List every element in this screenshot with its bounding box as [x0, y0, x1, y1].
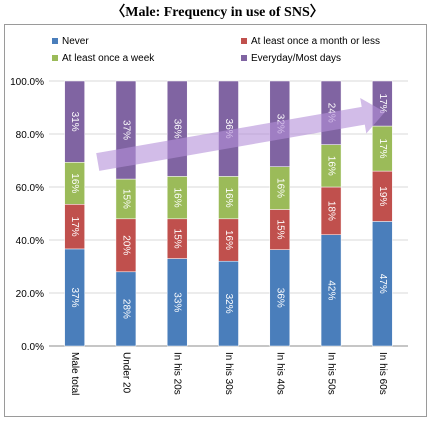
data-label: 16% [274, 178, 285, 198]
data-label: 37% [120, 120, 131, 140]
data-label: 42% [326, 280, 337, 300]
x-tick-label: In his 30s [223, 352, 234, 395]
x-tick-label: In his 50s [326, 352, 337, 395]
x-tick-label: In his 20s [172, 352, 183, 395]
data-label: 16% [223, 230, 234, 250]
data-label: 15% [120, 189, 131, 209]
y-tick-label: 20.0% [16, 289, 44, 300]
legend-swatch [241, 38, 247, 44]
legend-swatch [52, 38, 58, 44]
data-label: 17% [377, 139, 388, 159]
legend-label: Never [62, 36, 89, 47]
x-tick-label: In his 60s [377, 352, 388, 395]
legend-label: At least once a week [62, 53, 155, 64]
x-tick-label: Under 20 [120, 352, 131, 394]
data-label: 20% [120, 235, 131, 255]
data-label: 16% [326, 156, 337, 176]
data-label: 36% [223, 119, 234, 139]
data-label: 16% [69, 173, 80, 193]
y-tick-label: 40.0% [16, 236, 44, 247]
x-tick-label: Male total [69, 352, 80, 395]
data-label: 36% [172, 119, 183, 139]
legend-label: Everyday/Most days [251, 53, 341, 64]
data-label: 18% [326, 201, 337, 221]
data-label: 15% [172, 229, 183, 249]
data-label: 16% [223, 188, 234, 208]
data-label: 16% [172, 188, 183, 208]
y-tick-label: 60.0% [16, 183, 44, 194]
data-label: 47% [377, 274, 388, 294]
legend-swatch [241, 55, 247, 61]
data-label: 31% [69, 112, 80, 132]
y-tick-label: 0.0% [21, 342, 44, 353]
y-tick-label: 100.0% [10, 77, 44, 88]
legend-swatch [52, 55, 58, 61]
data-label: 17% [377, 94, 388, 114]
data-label: 19% [377, 186, 388, 206]
bar-segment [64, 80, 85, 163]
x-tick-label: In his 40s [274, 352, 285, 395]
data-label: 28% [120, 299, 131, 319]
data-label: 17% [69, 217, 80, 237]
y-tick-label: 80.0% [16, 130, 44, 141]
data-label: 32% [223, 294, 234, 314]
trend-arrow [96, 98, 385, 171]
data-label: 33% [172, 292, 183, 312]
data-label: 15% [274, 220, 285, 240]
data-label: 37% [69, 287, 80, 307]
data-label: 36% [274, 288, 285, 308]
legend-label: At least once a month or less [251, 36, 380, 47]
chart-title: 〈Male: Frequency in use of SNS〉 [111, 5, 324, 20]
